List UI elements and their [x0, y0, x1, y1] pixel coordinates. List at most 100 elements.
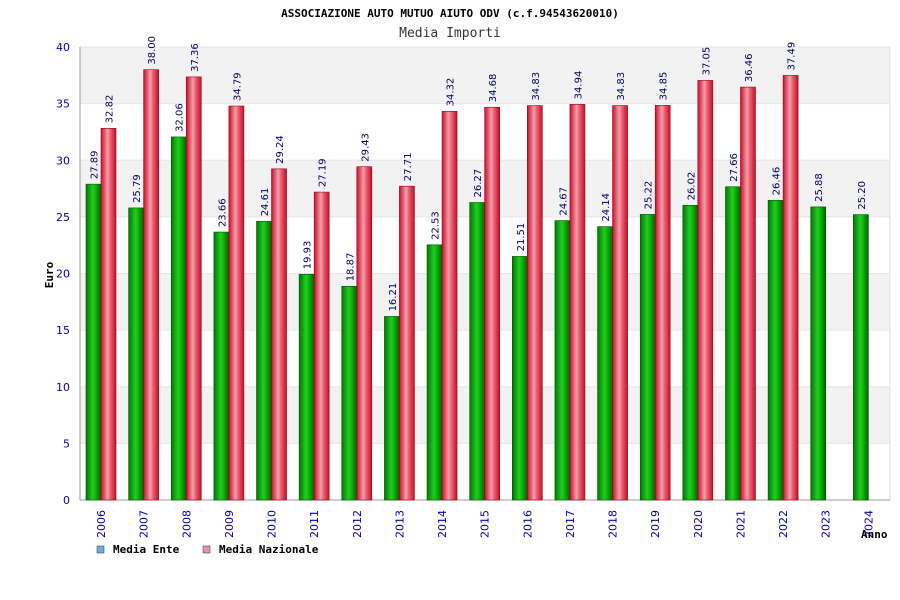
chart-title: ASSOCIAZIONE AUTO MUTUO AIUTO ODV (c.f.9…	[281, 7, 619, 20]
x-tick-label: 2013	[393, 510, 406, 538]
value-label: 37.49	[787, 42, 798, 71]
value-label: 37.36	[190, 43, 201, 72]
bar-media-nazionale-2011	[313, 191, 330, 501]
bar-media-ente-2024	[853, 214, 869, 501]
legend-label-media-nazionale: Media Nazionale	[219, 543, 319, 556]
y-tick-label: 15	[56, 324, 70, 337]
value-label: 27.19	[318, 158, 329, 187]
tick-labels: 0 5 10 15 20 25 30 35 40 2006 2007 2008 2009 2010 2011…	[56, 41, 875, 538]
x-tick-label: 2015	[479, 510, 492, 538]
bar-media-ente-2013	[384, 316, 400, 501]
value-label: 27.66	[729, 153, 740, 182]
value-label: 34.79	[232, 72, 243, 101]
bar-media-nazionale-2016	[527, 105, 543, 501]
bar-media-ente-2008	[170, 136, 187, 501]
x-tick-label: 2020	[692, 510, 705, 538]
y-tick-label: 25	[56, 211, 70, 224]
value-label: 38.00	[147, 36, 158, 65]
legend-swatch-media-ente	[96, 545, 105, 554]
y-axis-label: Euro	[43, 261, 56, 288]
value-label: 26.46	[772, 167, 783, 196]
bar-media-nazionale-2012	[356, 166, 373, 501]
legend-swatch-media-nazionale	[202, 545, 211, 554]
value-label: 29.43	[360, 133, 371, 162]
value-label: 25.79	[132, 174, 143, 203]
bar-media-ente-2021	[725, 186, 741, 501]
bar-media-nazionale-2015	[484, 106, 500, 501]
value-label: 24.61	[260, 188, 271, 217]
y-tick-label: 0	[63, 494, 70, 507]
y-tick-label: 40	[56, 41, 70, 54]
value-label: 26.02	[686, 172, 697, 201]
x-tick-label: 2016	[521, 510, 534, 538]
value-label: 34.83	[616, 72, 627, 101]
bar-media-ente-2009	[213, 231, 230, 501]
value-label: 22.53	[431, 211, 442, 240]
value-label: 34.85	[659, 72, 670, 101]
value-label: 29.24	[275, 135, 286, 164]
bar-media-ente-2017	[554, 220, 571, 501]
x-tick-label: 2017	[564, 510, 577, 538]
bar-media-nazionale-2013	[399, 185, 415, 501]
value-label: 34.32	[446, 78, 457, 107]
y-tick-label: 10	[56, 381, 70, 394]
bar-media-ente-2015	[469, 202, 485, 501]
bars	[85, 69, 869, 501]
bar-media-nazionale-2014	[441, 111, 458, 501]
bar-media-ente-2022	[767, 200, 784, 501]
y-tick-label: 30	[56, 154, 70, 167]
value-label: 25.22	[644, 181, 655, 210]
x-tick-label: 2018	[607, 510, 620, 538]
bar-media-ente-2019	[639, 214, 656, 501]
bar-media-nazionale-2020	[697, 80, 714, 501]
value-label: 32.06	[175, 103, 186, 132]
x-tick-label: 2023	[820, 510, 833, 538]
value-label: 27.71	[403, 153, 414, 182]
value-label: 24.14	[601, 193, 612, 222]
value-label: 36.46	[744, 53, 755, 82]
value-label: 37.05	[701, 47, 712, 76]
y-tick-label: 35	[56, 98, 70, 111]
bar-media-ente-2007	[128, 207, 144, 501]
bar-media-nazionale-2018	[612, 105, 628, 501]
bar-media-ente-2012	[341, 285, 358, 501]
bar-media-nazionale-2021	[740, 86, 756, 501]
x-tick-label: 2012	[351, 510, 364, 538]
legend-label-media-ente: Media Ente	[113, 543, 180, 556]
y-tick-label: 20	[56, 268, 70, 281]
y-tick-label: 5	[63, 437, 70, 450]
legend: Media Ente Media Nazionale	[96, 543, 319, 556]
bar-media-nazionale-2019	[654, 105, 671, 501]
x-tick-label: 2008	[180, 510, 193, 538]
bar-media-ente-2023	[810, 206, 827, 501]
value-label: 18.87	[345, 253, 356, 282]
bar-media-nazionale-2009	[228, 105, 245, 501]
value-label: 34.94	[573, 71, 584, 100]
value-label: 25.20	[857, 181, 868, 210]
value-labels: 27.89 32.82 25.79 38.00 32.06 37.36 23.66 34.79…	[90, 36, 868, 311]
bar-media-ente-2006	[85, 183, 102, 501]
value-label: 25.88	[814, 173, 825, 202]
bar-media-nazionale-2022	[782, 75, 799, 501]
value-label: 21.51	[516, 223, 527, 252]
x-tick-label: 2022	[777, 510, 790, 538]
x-tick-label: 2007	[138, 510, 151, 538]
bar-media-nazionale-2017	[569, 104, 586, 501]
bar-media-nazionale-2006	[100, 128, 117, 501]
value-label: 32.82	[105, 95, 116, 124]
x-axis-label: Anno	[861, 528, 888, 541]
value-label: 34.68	[488, 74, 499, 103]
x-tick-label: 2021	[734, 510, 747, 538]
bar-media-nazionale-2008	[185, 76, 202, 501]
x-tick-label: 2010	[266, 510, 279, 538]
value-label: 27.89	[90, 151, 101, 180]
bar-media-ente-2016	[512, 256, 528, 501]
x-tick-label: 2006	[95, 510, 108, 538]
value-label: 16.21	[388, 283, 399, 312]
bar-media-ente-2014	[426, 244, 443, 501]
value-label: 24.67	[558, 187, 569, 216]
bar-media-nazionale-2007	[143, 69, 159, 501]
bar-media-ente-2011	[298, 273, 315, 501]
chart-subtitle: Media Importi	[399, 26, 501, 41]
